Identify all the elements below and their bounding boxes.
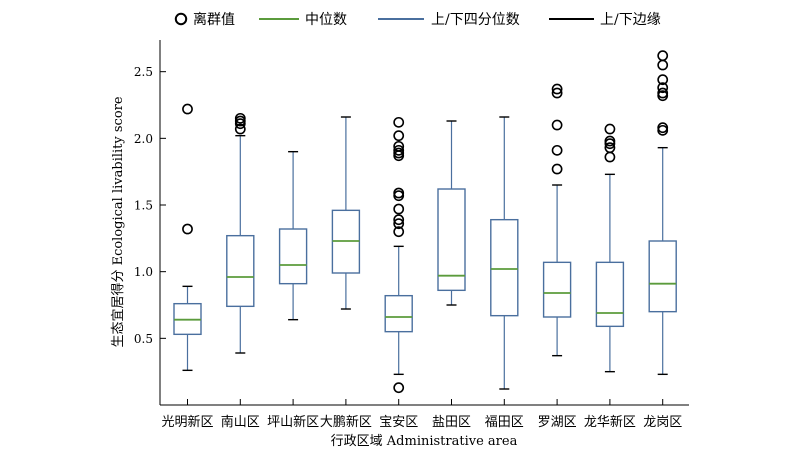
outlier-point: [604, 123, 616, 135]
boxes: [173, 50, 677, 394]
outlier-point: [551, 119, 563, 131]
outlier-point: [393, 382, 405, 394]
outlier-point: [393, 140, 405, 152]
x-tick-label: 福田区: [485, 415, 524, 430]
x-axis-title: 行政区域 Administrative area: [331, 434, 518, 449]
outlier-point: [551, 163, 563, 175]
iqr-box: [226, 234, 255, 308]
x-tick-label: 坪山新区: [267, 414, 319, 430]
outlier-point: [551, 144, 563, 156]
box-group: [384, 116, 413, 394]
y-tick-label: 2.0: [134, 132, 153, 146]
outlier-point: [551, 83, 563, 95]
outlier-point: [551, 87, 563, 99]
outlier-point: [393, 218, 405, 230]
legend-label-quartiles: 上/下四分位数: [431, 12, 520, 28]
outlier-point: [393, 144, 405, 156]
legend: 离群值 中位数 上/下四分位数 上/下边缘: [174, 11, 661, 28]
iqr-box: [648, 240, 677, 313]
box-group: [226, 112, 255, 354]
y-tick-label: 1.5: [134, 199, 153, 213]
outlier-point: [657, 122, 669, 134]
x-tick-label: 罗湖区: [538, 415, 577, 430]
x-tick-label: 龙华新区: [584, 414, 636, 430]
iqr-box: [542, 261, 572, 318]
iqr-box: [384, 294, 413, 333]
outlier-point: [393, 130, 405, 142]
iqr-box: [490, 218, 519, 317]
outlier-point: [182, 223, 193, 235]
box-group: [542, 83, 572, 357]
outlier-point: [393, 187, 405, 199]
x-tick-label: 光明新区: [161, 414, 213, 430]
iqr-box: [595, 261, 625, 328]
box-group: [331, 116, 361, 310]
box-group: [437, 120, 466, 306]
outlier-point: [234, 112, 246, 124]
legend-label-whiskers: 上/下边缘: [600, 12, 661, 28]
outlier-point: [657, 50, 669, 62]
outlier-point: [393, 203, 405, 215]
y-ticks: 0.5 1.0 1.5 2.0 2.5: [134, 65, 166, 346]
x-tick-label: 南山区: [221, 414, 260, 430]
outlier-point: [182, 103, 193, 115]
iqr-box: [437, 188, 466, 292]
x-tick-label: 大鹏新区: [320, 414, 372, 430]
y-tick-label: 1.0: [134, 265, 153, 279]
outlier-point: [604, 142, 616, 154]
outlier-point: [657, 82, 669, 94]
box-group: [173, 103, 202, 372]
outlier-point: [604, 151, 616, 163]
y-tick-label: 2.5: [134, 65, 153, 79]
y-tick-label: 0.5: [134, 332, 153, 346]
y-axis-title: 生态宜居得分 Ecological livability score: [110, 96, 126, 347]
outlier-point: [657, 87, 669, 99]
x-tick-label: 宝安区: [379, 415, 418, 430]
outlier-point: [393, 214, 405, 226]
x-tick-label: 龙岗区: [643, 415, 682, 430]
x-ticks: 光明新区 南山区 坪山新区 大鹏新区 宝安区 盐田区 福田区 罗湖区 龙华新区 龙岗区: [161, 399, 682, 430]
legend-outlier-marker: [174, 12, 188, 26]
legend-label-outliers: 离群值: [193, 11, 235, 28]
box-group: [595, 123, 625, 373]
box-group: [490, 116, 519, 390]
box-group: [278, 150, 308, 321]
box-group: [648, 50, 677, 376]
outlier-point: [604, 135, 616, 147]
outlier-point: [657, 59, 669, 71]
iqr-box: [278, 228, 308, 285]
outlier-point: [234, 123, 246, 135]
legend-label-median: 中位数: [305, 12, 347, 28]
outlier-point: [393, 226, 405, 238]
outlier-point: [657, 74, 669, 86]
outlier-point: [393, 116, 405, 128]
x-tick-label: 盐田区: [432, 415, 471, 430]
